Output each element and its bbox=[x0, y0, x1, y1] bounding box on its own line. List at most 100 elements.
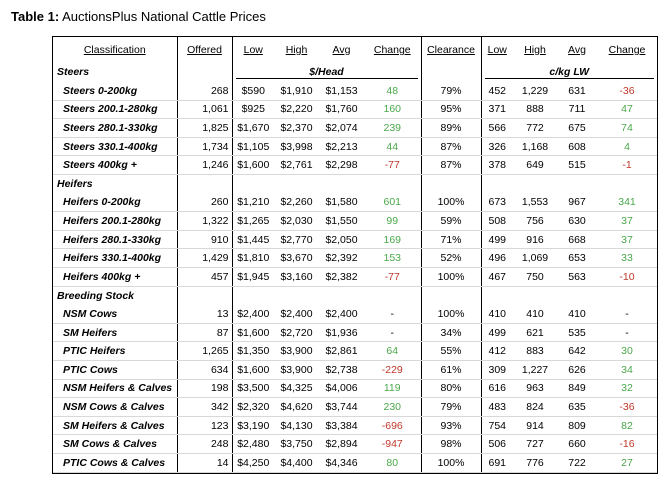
cell-classification: PTIC Heifers bbox=[53, 341, 177, 361]
cell-offered: 268 bbox=[176, 81, 232, 101]
header-high: High bbox=[285, 44, 308, 56]
cell-high-lw: 1,553 bbox=[513, 193, 557, 213]
table-row: NSM Cows & Calves 342 $2,320 $4,620 $3,744 23… bbox=[53, 397, 657, 417]
table-row: Heifers 330.1-400kg 1,429 $1,810 $3,670 $2,3… bbox=[53, 248, 657, 269]
cell-clearance: 100% bbox=[420, 304, 481, 324]
cell-high: $3,900 bbox=[274, 360, 319, 380]
cell-change: 153 bbox=[364, 248, 421, 269]
cell-avg: $2,400 bbox=[319, 304, 364, 324]
cell-avg: $1,153 bbox=[319, 81, 364, 101]
cell-change-lw: 74 bbox=[597, 118, 657, 138]
cell-clearance: 59% bbox=[420, 211, 481, 231]
cell-high: $4,325 bbox=[274, 379, 319, 399]
group-row: Breeding Stock bbox=[53, 286, 657, 305]
cell-change-lw: -36 bbox=[597, 81, 657, 101]
cattle-prices-table: Classification Offered Low High Avg Chan… bbox=[52, 36, 658, 474]
group-label: Steers bbox=[57, 66, 90, 79]
group-spacer-cell bbox=[176, 174, 232, 194]
table-row: Steers 200.1-280kg 1,061 $925 $2,220 $1,760 1… bbox=[53, 100, 657, 120]
cell-low: $1,105 bbox=[231, 137, 274, 157]
table-row: Heifers 280.1-330kg 910 $1,445 $2,770 $2,050… bbox=[53, 230, 657, 250]
cell-high-lw: 888 bbox=[513, 100, 557, 120]
cell-low: $1,945 bbox=[231, 267, 274, 287]
cell-change-lw: - bbox=[597, 304, 657, 324]
table-row: Heifers 400kg +457 $1,945 $3,160 $2,382 -77 1… bbox=[53, 267, 657, 287]
cell-low-lw: 452 bbox=[480, 81, 513, 101]
cell-avg: $3,744 bbox=[319, 397, 364, 417]
cell-high: $2,400 bbox=[274, 304, 319, 324]
cell-offered: 248 bbox=[176, 434, 232, 454]
cell-high: $3,160 bbox=[274, 267, 319, 287]
cell-high-lw: 1,227 bbox=[513, 360, 557, 380]
table-row: Heifers 0-200kg 260 $1,210 $2,260 $1,580 601 1… bbox=[53, 193, 657, 213]
cell-high: $4,400 bbox=[274, 453, 319, 473]
table-caption: Table 1: AuctionsPlus National Cattle Pr… bbox=[11, 9, 266, 24]
cell-high: $3,670 bbox=[274, 248, 319, 269]
caption-prefix: Table 1: bbox=[11, 9, 60, 24]
cell-change-lw: - bbox=[597, 323, 657, 343]
cell-high-lw: 756 bbox=[513, 211, 557, 231]
table-row: PTIC Cows 634 $1,600 $3,900 $2,738 -229 61% 309… bbox=[53, 360, 657, 380]
cell-low: $1,350 bbox=[231, 341, 274, 361]
cell-avg-lw: 608 bbox=[557, 137, 597, 157]
cell-avg: $2,382 bbox=[319, 267, 364, 287]
cell-change-lw: 37 bbox=[597, 211, 657, 231]
cell-low-lw: 483 bbox=[480, 397, 513, 417]
cell-classification: Steers 330.1-400kg bbox=[53, 137, 177, 157]
cell-change: 48 bbox=[364, 81, 421, 101]
cell-offered: 1,734 bbox=[176, 137, 232, 157]
cell-offered: 457 bbox=[176, 267, 232, 287]
unit-label-lw: c/kg LW bbox=[484, 66, 654, 79]
cell-clearance: 79% bbox=[420, 397, 481, 417]
group-spacer-cell bbox=[274, 286, 319, 305]
group-spacer-cell bbox=[319, 175, 364, 194]
cell-high-lw: 824 bbox=[513, 397, 557, 417]
cell-avg: $1,550 bbox=[319, 211, 364, 231]
cell-low-lw: 496 bbox=[480, 248, 513, 269]
cell-low: $590 bbox=[231, 81, 274, 101]
cell-avg-lw: 626 bbox=[557, 360, 597, 380]
cell-classification: Heifers 280.1-330kg bbox=[53, 230, 177, 250]
cell-high: $3,998 bbox=[274, 137, 319, 157]
cell-change-lw: 82 bbox=[597, 416, 657, 436]
cell-avg-lw: 410 bbox=[557, 304, 597, 324]
cell-change-lw: 37 bbox=[597, 230, 657, 250]
cell-high: $3,750 bbox=[274, 434, 319, 454]
cell-low: $3,500 bbox=[231, 379, 274, 399]
header-low-lw: Low bbox=[480, 37, 513, 63]
cell-low: $1,210 bbox=[231, 193, 274, 213]
cell-clearance: 95% bbox=[420, 100, 481, 120]
cell-offered: 198 bbox=[176, 379, 232, 399]
group-row: Steers $/Head c/kg LW bbox=[53, 63, 657, 82]
cell-offered: 123 bbox=[176, 416, 232, 436]
cell-low-lw: 506 bbox=[480, 434, 513, 454]
cell-offered: 14 bbox=[176, 453, 232, 473]
cell-low-lw: 326 bbox=[480, 137, 513, 157]
cell-avg: $2,861 bbox=[319, 341, 364, 361]
table-row: PTIC Heifers 1,265 $1,350 $3,900 $2,861 64 55%… bbox=[53, 341, 657, 361]
cell-change: 169 bbox=[364, 230, 421, 250]
header-offered: Offered bbox=[176, 37, 232, 63]
cell-clearance: 61% bbox=[420, 360, 481, 380]
cell-low-lw: 754 bbox=[480, 416, 513, 436]
header-high-lw: High bbox=[524, 44, 546, 56]
cell-change: -77 bbox=[364, 155, 421, 176]
cell-classification: SM Heifers & Calves bbox=[53, 416, 177, 436]
cell-avg-lw: 642 bbox=[557, 341, 597, 361]
cell-low-lw: 309 bbox=[480, 360, 513, 380]
cell-low-lw: 691 bbox=[480, 453, 513, 473]
cell-clearance: 87% bbox=[420, 155, 481, 176]
cell-low: $1,600 bbox=[231, 360, 274, 380]
cell-classification: Steers 0-200kg bbox=[53, 81, 177, 101]
group-spacer-cell bbox=[557, 286, 597, 305]
cell-change-lw: 47 bbox=[597, 100, 657, 120]
cell-clearance: 89% bbox=[420, 118, 481, 138]
cell-change-lw: 32 bbox=[597, 379, 657, 399]
group-spacer-cell bbox=[364, 175, 421, 194]
cell-classification: SM Cows & Calves bbox=[53, 434, 177, 454]
header-change-lw: Change bbox=[608, 44, 646, 56]
table-row: PTIC Cows & Calves 14 $4,250 $4,400 $4,346 80… bbox=[53, 453, 657, 473]
cell-avg-lw: 630 bbox=[557, 211, 597, 231]
cell-low: $1,670 bbox=[231, 118, 274, 138]
cell-low-lw: 616 bbox=[480, 379, 513, 399]
